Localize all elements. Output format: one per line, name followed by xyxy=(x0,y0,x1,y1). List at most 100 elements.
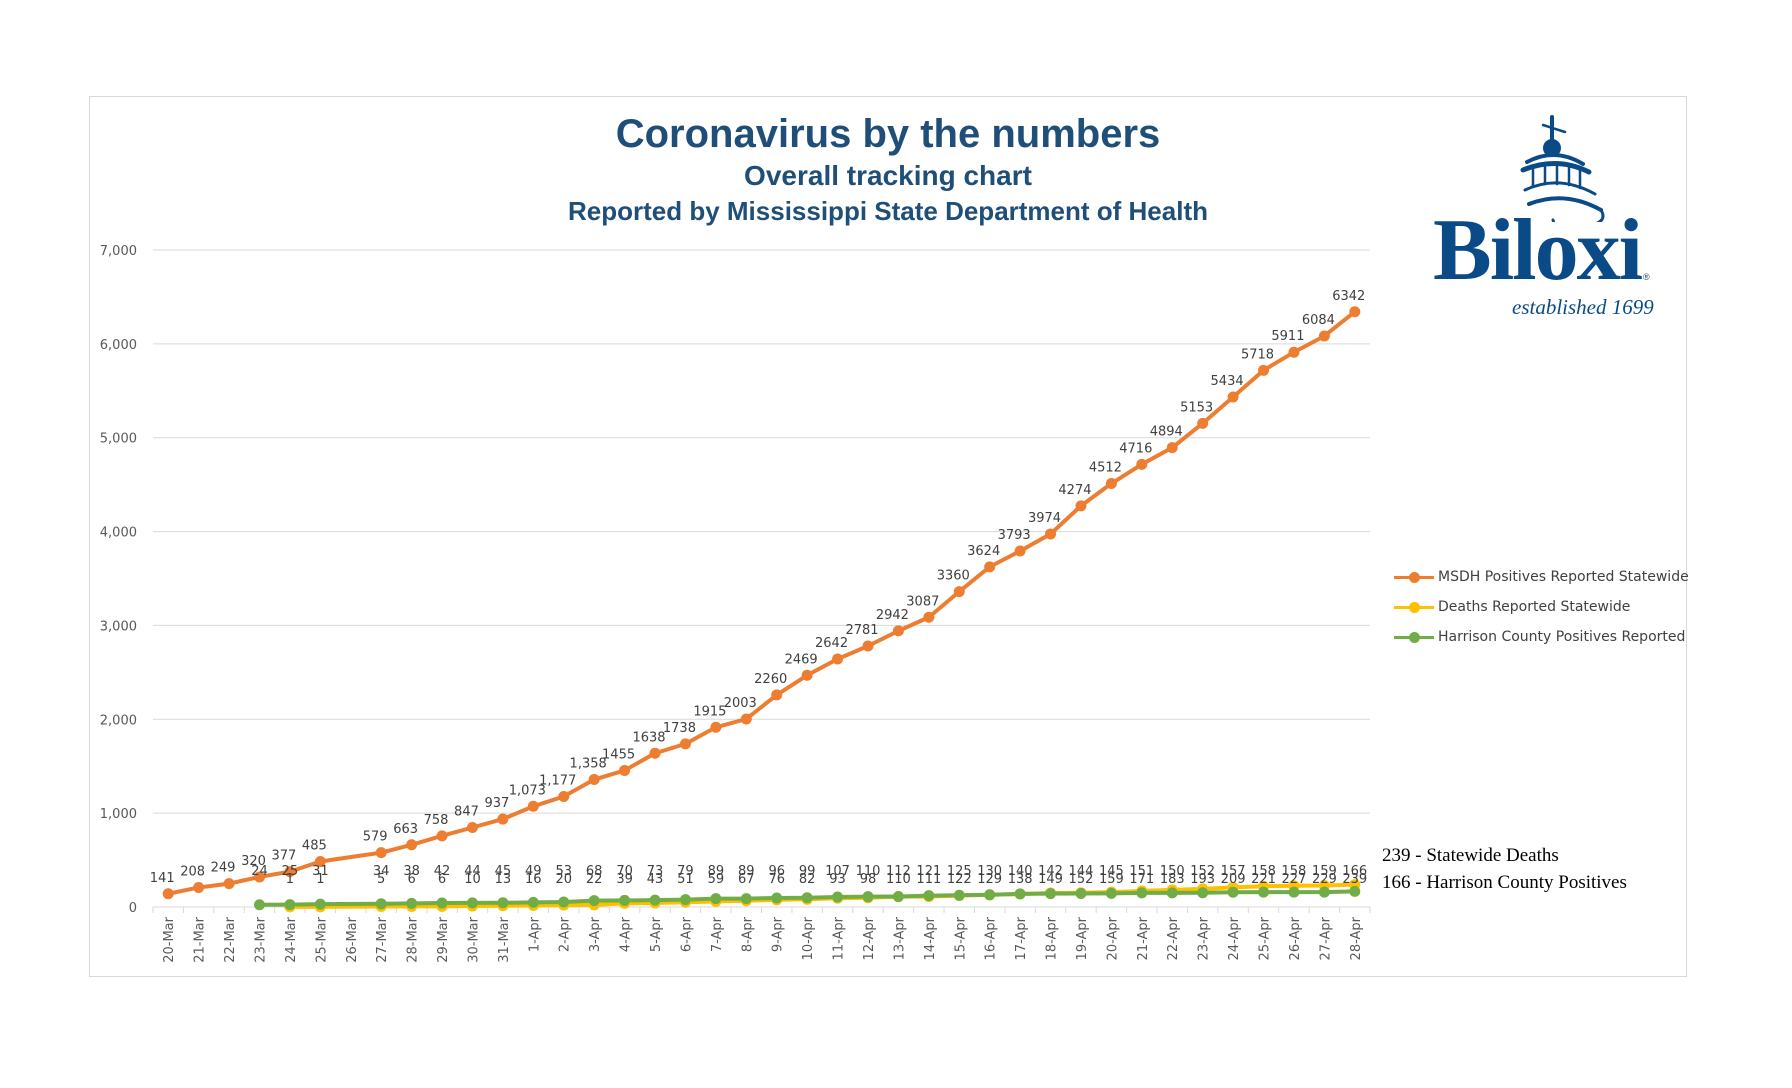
x-tick-label: 27-Mar xyxy=(375,916,390,962)
data-point xyxy=(1349,885,1361,897)
annotation-harrison: 166 - Harrison County Positives xyxy=(1382,872,1627,893)
data-label: 5911 xyxy=(1271,329,1304,344)
data-label: 485 xyxy=(302,838,327,853)
data-label: 2469 xyxy=(785,652,818,667)
data-point xyxy=(314,898,326,910)
series-points xyxy=(162,306,1361,913)
data-label: 5 xyxy=(377,872,385,887)
data-label: 3793 xyxy=(998,528,1031,543)
data-point xyxy=(558,896,570,908)
data-label: 157 xyxy=(1221,864,1246,879)
y-tick-label: 5,000 xyxy=(100,432,137,447)
data-point xyxy=(284,866,296,878)
data-point xyxy=(375,847,387,859)
data-label: 22 xyxy=(586,872,603,887)
data-point xyxy=(253,871,265,883)
data-point xyxy=(771,689,783,701)
data-label: 39 xyxy=(616,872,633,887)
data-label: 10 xyxy=(464,872,481,887)
data-label: 67 xyxy=(738,872,755,887)
data-label: 1 xyxy=(316,872,324,887)
data-point xyxy=(406,839,418,851)
data-point xyxy=(679,894,691,906)
data-point xyxy=(1197,887,1209,899)
chart-title: Coronavirus by the numbers xyxy=(615,112,1161,156)
legend-swatch-harrison xyxy=(1394,627,1434,647)
data-point xyxy=(314,855,326,867)
data-point xyxy=(923,611,935,623)
data-point xyxy=(466,897,478,909)
x-tick-label: 6-Apr xyxy=(679,916,694,952)
data-point xyxy=(892,625,904,637)
data-label: 112 xyxy=(886,864,911,879)
data-point xyxy=(223,878,235,890)
chart-source: Reported by Mississippi State Department… xyxy=(567,196,1208,226)
x-tick-label: 13-Apr xyxy=(892,916,907,960)
data-label: 152 xyxy=(1069,872,1094,887)
data-point xyxy=(193,881,205,893)
data-point xyxy=(436,830,448,842)
y-tick-label: 7,000 xyxy=(100,244,137,259)
data-label: 159 xyxy=(1099,872,1124,887)
data-label: 221 xyxy=(1251,872,1276,887)
biloxi-logo: Biloxi ® established 1699 xyxy=(1425,112,1665,322)
registered-mark: ® xyxy=(1643,272,1650,282)
data-label: 152 xyxy=(1190,864,1215,879)
data-point xyxy=(923,890,935,902)
data-label: 150 xyxy=(1160,864,1185,879)
data-point xyxy=(1288,346,1300,358)
data-label: 663 xyxy=(393,822,418,837)
data-label: 31 xyxy=(312,864,329,879)
data-label: 3624 xyxy=(967,544,1000,559)
data-point xyxy=(1166,887,1178,899)
data-label: 3360 xyxy=(937,569,970,584)
data-point xyxy=(588,774,600,786)
data-label: 377 xyxy=(271,849,296,864)
data-label: 93 xyxy=(829,872,846,887)
data-label: 6342 xyxy=(1332,289,1365,304)
data-label: 5153 xyxy=(1180,400,1213,415)
data-point xyxy=(1258,364,1270,376)
data-point xyxy=(1227,391,1239,403)
data-point xyxy=(801,892,813,904)
data-label: 142 xyxy=(1038,864,1063,879)
data-point xyxy=(984,889,996,901)
x-tick-label: 31-Mar xyxy=(497,916,512,962)
data-label: 130 xyxy=(977,864,1002,879)
data-point xyxy=(527,896,539,908)
data-label: 38 xyxy=(403,864,420,879)
x-tick-label: 22-Apr xyxy=(1166,916,1181,960)
data-label: 5718 xyxy=(1241,347,1274,362)
x-tick-label: 28-Mar xyxy=(406,916,421,962)
data-point xyxy=(649,747,661,759)
data-label: 229 xyxy=(1312,872,1337,887)
data-label: 1,073 xyxy=(509,783,546,798)
data-label: 59 xyxy=(708,872,725,887)
x-tick-label: 30-Mar xyxy=(466,916,481,962)
data-point xyxy=(619,764,631,776)
data-label: 43 xyxy=(647,872,664,887)
data-label: 138 xyxy=(1008,872,1033,887)
x-tick-label: 7-Apr xyxy=(710,916,725,952)
data-label: 79 xyxy=(677,864,694,879)
data-label: 110 xyxy=(886,872,911,887)
data-label: 98 xyxy=(860,872,877,887)
data-label: 107 xyxy=(825,864,850,879)
data-point xyxy=(162,888,174,900)
x-tick-label: 19-Apr xyxy=(1075,916,1090,960)
data-point xyxy=(892,890,904,902)
data-label: 24 xyxy=(251,864,268,879)
data-label: 20 xyxy=(555,872,572,887)
data-label: 3087 xyxy=(906,594,939,609)
x-tick-label: 3-Apr xyxy=(588,916,603,952)
lighthouse-icon xyxy=(1520,115,1605,222)
data-label: 141 xyxy=(150,871,175,886)
y-tick-label: 1,000 xyxy=(100,807,137,822)
data-label: 4274 xyxy=(1058,483,1091,498)
x-axis: 20-Mar 21-Mar 22-Mar 23-Mar 24-Mar 25-Mar 26-M… xyxy=(152,907,1371,963)
x-tick-label: 26-Mar xyxy=(345,916,360,962)
data-point xyxy=(284,899,296,911)
legend-label: Harrison County Positives Reported xyxy=(1438,629,1686,645)
y-tick-label: 6,000 xyxy=(100,338,137,353)
